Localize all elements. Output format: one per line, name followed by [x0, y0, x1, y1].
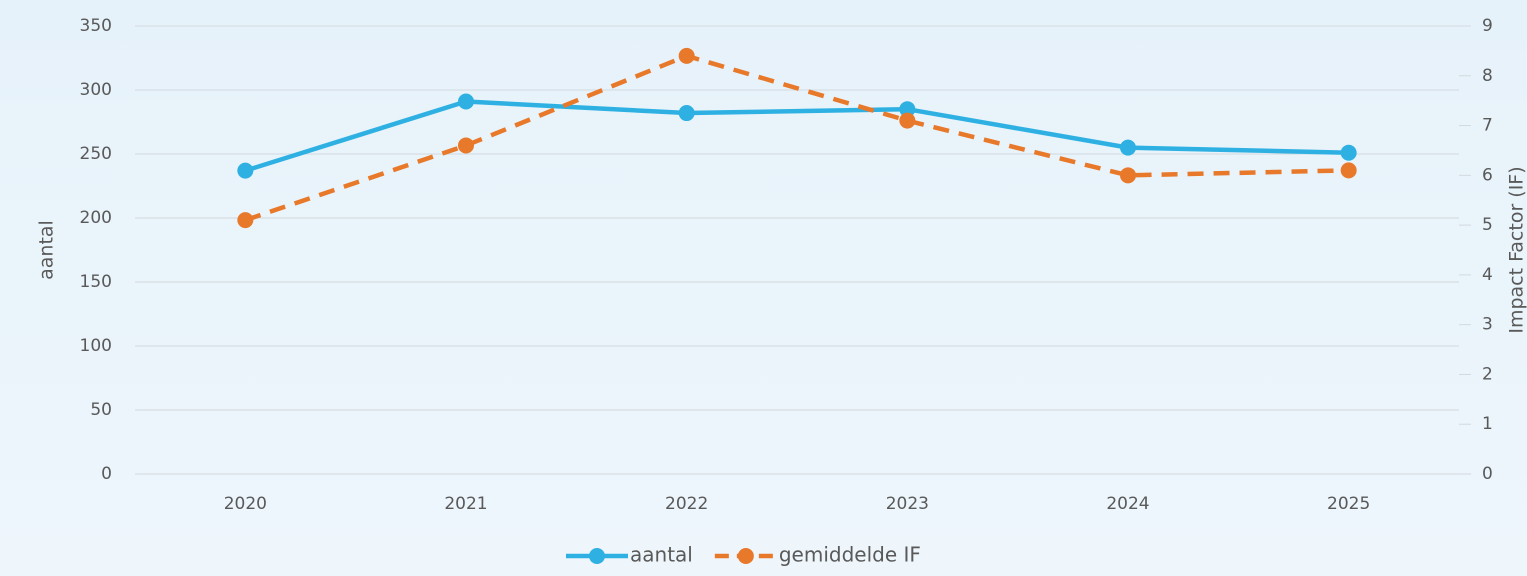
y-tick-label: 100 [80, 336, 112, 356]
marker [1340, 162, 1357, 179]
marker [1340, 144, 1357, 161]
x-tick-label: 2022 [665, 494, 708, 514]
marker [458, 137, 474, 154]
legend-marker [737, 548, 754, 564]
marker [899, 112, 916, 129]
y-tick-label: 250 [80, 144, 112, 164]
y-tick-label: 350 [80, 16, 112, 36]
y2-tick-label: 3 [1482, 315, 1493, 335]
x-tick-label: 2021 [444, 494, 487, 514]
series-line [244, 53, 1349, 223]
y2-tick-label: 4 [1482, 265, 1493, 285]
marker [899, 101, 916, 118]
y-tick-label: 50 [90, 400, 112, 420]
y-tick-label: 200 [80, 208, 112, 228]
y-axis-label: aantal [36, 220, 58, 280]
y2-tick-label: 2 [1482, 364, 1493, 384]
legend-label: gemiddelde IF [779, 543, 921, 567]
x-tick-label: 2020 [224, 494, 267, 514]
marker [678, 105, 695, 122]
y2-tick-label: 0 [1482, 464, 1493, 484]
y-tick-label: 300 [80, 80, 112, 100]
y-tick-label: 0 [101, 464, 112, 484]
y2-tick-label: 5 [1482, 215, 1493, 235]
x-tick-label: 2025 [1327, 494, 1370, 514]
marker [1120, 139, 1136, 156]
y2-tick-label: 8 [1482, 66, 1493, 86]
marker [678, 47, 695, 64]
series-line [244, 99, 1349, 173]
legend-marker [589, 548, 605, 564]
x-tick-label: 2023 [886, 494, 929, 514]
marker [237, 162, 254, 179]
y2-axis-label: Impact Factor (IF) [1506, 166, 1527, 333]
marker [458, 93, 474, 110]
y2-tick-label: 9 [1482, 16, 1493, 36]
y2-tick-label: 1 [1482, 414, 1493, 434]
marker [237, 212, 254, 229]
x-tick-label: 2024 [1106, 494, 1149, 514]
legend-label: aantal [630, 543, 693, 567]
y2-tick-label: 6 [1482, 165, 1493, 185]
y2-tick-label: 7 [1482, 116, 1493, 136]
y-tick-label: 150 [80, 272, 112, 292]
marker [1120, 167, 1136, 184]
